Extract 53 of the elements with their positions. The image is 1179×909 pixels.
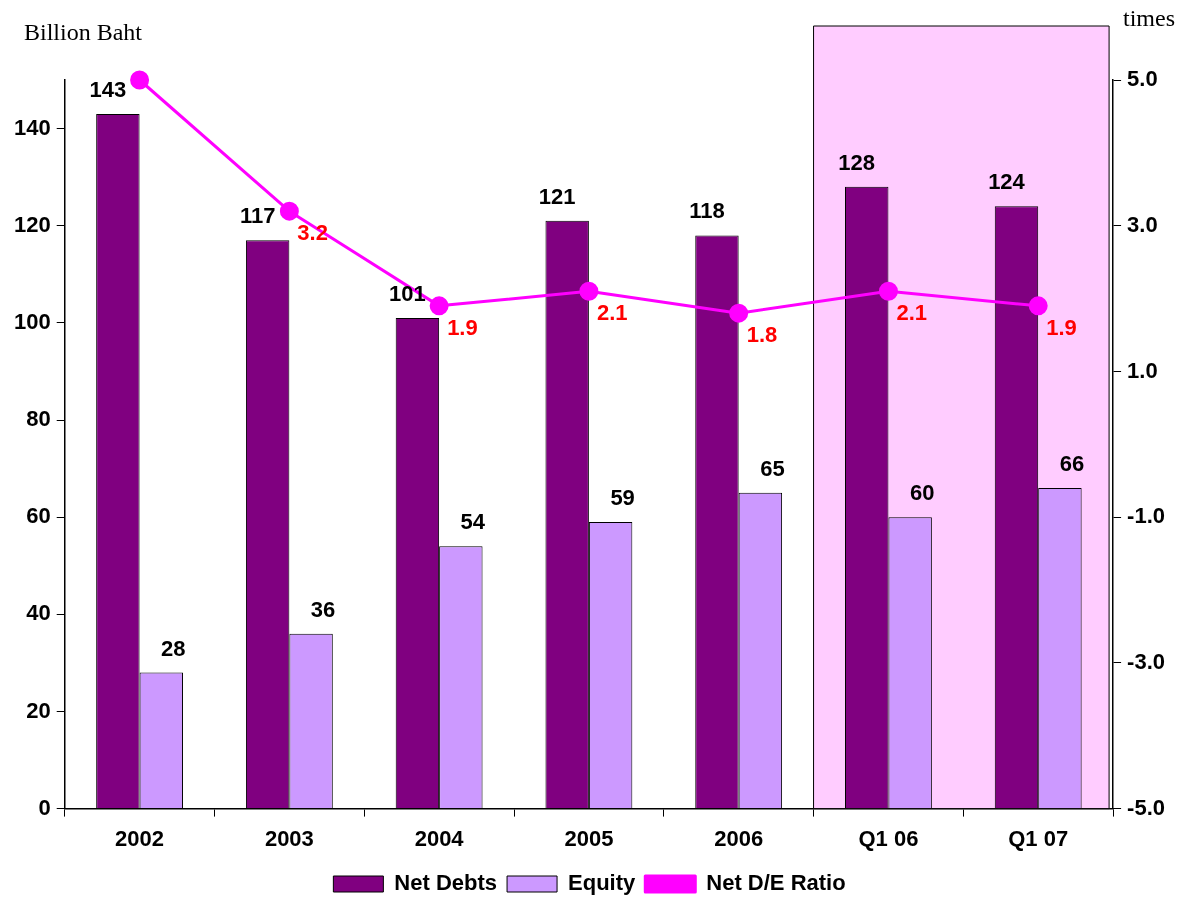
point [579,281,599,301]
data-label: 1.8 [746,322,778,348]
data-label: 65 [760,455,785,481]
x-tick-label: 2006 [714,825,764,851]
point [878,281,898,301]
point [429,296,449,316]
legend-label: Net Debts [394,870,498,896]
y2-tick-label: 1.0 [1127,357,1158,383]
data-label: 3.2 [297,220,328,246]
data-label: 121 [538,183,576,209]
data-label: 118 [689,198,725,224]
y2-tick-label: -5.0 [1127,794,1166,820]
data-label: 2.1 [896,300,928,326]
data-label: 117 [239,203,276,229]
data-label: 2.1 [596,300,628,326]
x-tick-label: 2002 [115,825,165,851]
data-label: 1.9 [1046,314,1077,340]
data-label: 59 [610,485,635,511]
y2-axis-title: times [1123,5,1175,31]
y-axis-title: Billion Baht [24,19,143,45]
data-label: 143 [89,77,127,103]
y-tick-label: 120 [13,211,51,237]
data-label: 128 [838,149,876,175]
y-tick-label: 0 [38,794,51,820]
point [279,201,299,221]
data-label: 101 [389,281,426,307]
point [729,303,749,323]
x-tick-label: Q1 07 [1008,825,1069,851]
x-tick-label: 2003 [264,825,314,851]
x-tick-label: 2004 [414,825,465,851]
data-label: 36 [310,596,336,622]
y-tick-label: 140 [13,114,51,140]
data-label: 54 [460,509,486,535]
point [130,70,150,90]
y2-tick-label: 5.0 [1127,66,1158,92]
y-tick-label: 40 [26,600,51,626]
y-tick-label: 100 [13,308,51,334]
legend-label: Equity [568,870,637,896]
y-tick-label: 80 [26,406,51,432]
data-label: 1.9 [447,314,478,340]
legend-label: Net D/E Ratio [706,870,846,896]
data-label: 66 [1059,451,1085,477]
x-tick-label: 2005 [564,825,614,851]
y2-tick-label: 3.0 [1127,211,1158,237]
y-tick-label: 20 [26,697,51,723]
data-label: 28 [161,635,186,661]
y2-tick-label: -1.0 [1127,503,1166,529]
y-tick-label: 60 [26,503,51,529]
point [1028,296,1048,316]
y2-tick-label: -3.0 [1127,648,1166,674]
x-tick-label: Q1 06 [858,825,919,851]
data-label: 60 [909,480,935,506]
data-label: 124 [988,169,1026,195]
